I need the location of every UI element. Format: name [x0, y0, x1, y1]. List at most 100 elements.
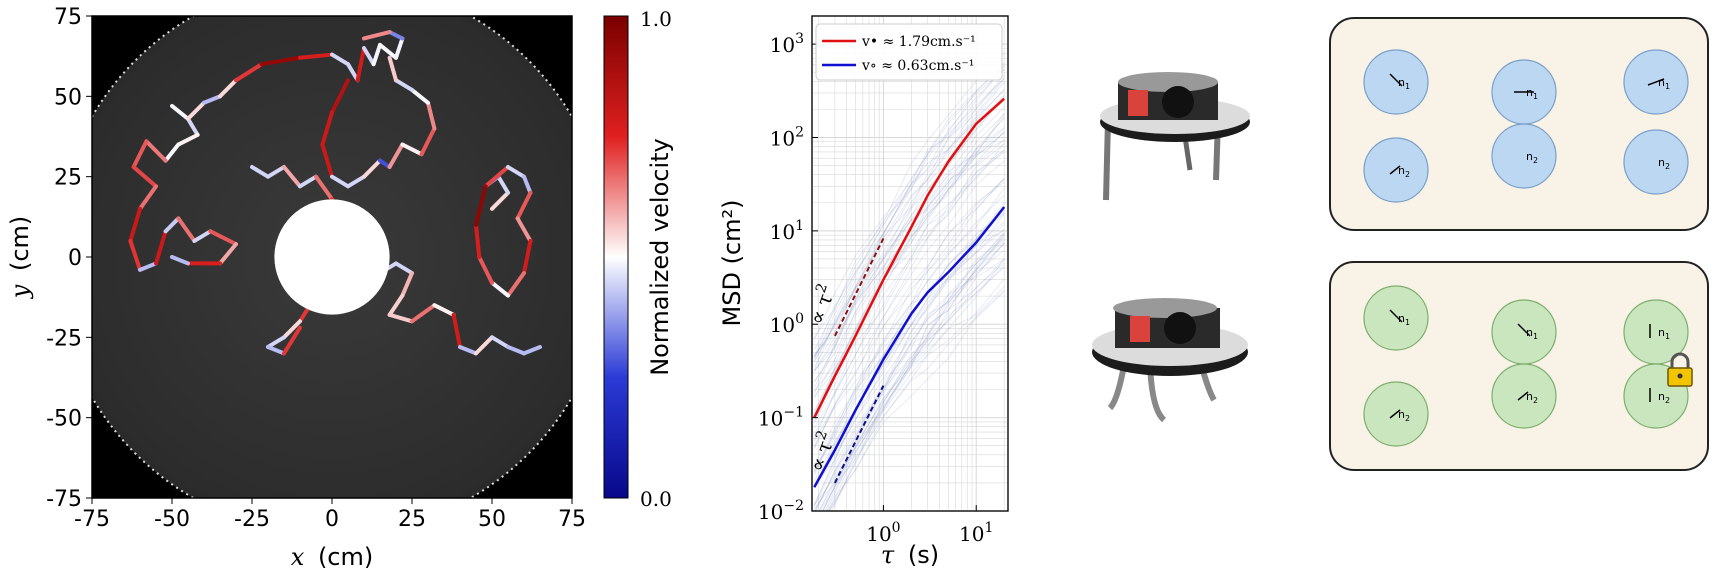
- individual-msd-curve: [813, 68, 1005, 362]
- trajectory-segment: [400, 142, 424, 157]
- trajectory-segment: [394, 261, 414, 276]
- slope-guide-line: [833, 385, 885, 484]
- trajectory-panel: -75 -50 -25 0 25 50 75 75 50 25 0 -25 -50 -75 x (cm)…: [6, 5, 674, 571]
- y-tick-label: 101: [770, 218, 804, 244]
- y-tick-label: 103: [770, 31, 804, 57]
- individual-msd-curve: [819, 262, 1005, 511]
- trajectory-segment: [320, 110, 334, 147]
- trajectory-segment: [320, 142, 334, 179]
- trajectory-segment: [400, 271, 414, 298]
- trajectory-segment: [419, 126, 437, 157]
- y-tick-label: 102: [770, 124, 804, 150]
- padlock-icon: [1667, 352, 1693, 387]
- individual-msd-curve: [813, 213, 1005, 474]
- trajectory-segment: [346, 174, 366, 189]
- robot-photos: [1092, 72, 1250, 423]
- individual-msd-curve: [813, 99, 1005, 395]
- individual-msd-curve: [828, 258, 1005, 511]
- individual-msd-curve: [815, 229, 1005, 511]
- trajectory-segment: [522, 238, 533, 276]
- x-ticks: 100 101: [866, 505, 993, 546]
- y-tick-label: -75: [46, 487, 82, 512]
- trajectory-segment: [515, 216, 533, 243]
- disc-label: n1: [1398, 76, 1410, 91]
- individual-msd-curve: [813, 113, 1005, 372]
- msd-individual-curves: [813, 53, 1005, 511]
- blue-disc: [1623, 129, 1689, 195]
- individual-msd-curve: [813, 194, 1005, 472]
- individual-msd-curve: [813, 151, 1005, 440]
- individual-msd-curve: [813, 149, 1005, 429]
- trajectory-segment: [144, 139, 168, 163]
- trajectory-segment: [458, 344, 478, 356]
- individual-msd-curve: [813, 130, 1005, 356]
- disc-label: n2: [1398, 408, 1410, 423]
- individual-msd-curve: [813, 228, 1005, 489]
- trajectory-segment: [522, 174, 533, 195]
- trajectory-segment: [371, 42, 382, 67]
- y-tick-label: -50: [46, 407, 82, 432]
- individual-msd-curve: [813, 95, 1005, 382]
- trajectory-segment: [131, 139, 149, 170]
- trajectory-segment: [186, 100, 206, 121]
- trajectory-segment: [496, 174, 510, 195]
- trajectory-segment: [522, 344, 542, 356]
- trajectory-segment: [506, 271, 526, 298]
- individual-msd-curve: [818, 231, 1005, 511]
- msd-x-axis-label: τ (s): [881, 541, 939, 569]
- individual-msd-curve: [813, 88, 1005, 389]
- trajectory-segment: [208, 229, 238, 247]
- individual-msd-curve: [813, 65, 1005, 360]
- individual-msd-curve: [814, 236, 1005, 511]
- disc-label: n2: [1658, 156, 1670, 171]
- msd-y-axis-label: MSD (cm²): [718, 200, 746, 327]
- trajectory-segment: [128, 206, 142, 243]
- x-tick-label: 25: [398, 507, 426, 532]
- trajectory-segment: [298, 52, 334, 60]
- slope-guide-line: [833, 237, 885, 337]
- legend-label-fast: v• ≈ 1.79cm.s⁻¹: [861, 34, 976, 50]
- trajectory-segment: [378, 42, 398, 60]
- trajectory-segment: [234, 62, 264, 83]
- individual-msd-curve: [829, 258, 1005, 511]
- x-tick-label: -75: [74, 507, 110, 532]
- individual-msd-curve: [818, 267, 1005, 511]
- x-tick-label: -50: [154, 507, 190, 532]
- trajectory-segment: [176, 132, 200, 147]
- trajectory-segment: [387, 142, 405, 170]
- individual-msd-curve: [813, 132, 1005, 424]
- x-tick-label: 100: [866, 520, 900, 546]
- individual-msd-curve: [813, 53, 1005, 351]
- legend: v• ≈ 1.79cm.s⁻¹ v∘ ≈ 0.63cm.s⁻¹: [815, 23, 1003, 81]
- trajectory-segment: [387, 293, 405, 317]
- robot-photo-bottom: [1092, 298, 1248, 423]
- individual-msd-curve: [828, 289, 1005, 511]
- disc-label: n1: [1398, 312, 1410, 327]
- trajectory-segment: [282, 165, 302, 189]
- individual-msd-curve: [813, 187, 1005, 472]
- colorbar-min-label: 0.0: [640, 487, 672, 511]
- individual-msd-curve: [813, 74, 1005, 367]
- individual-msd-curve: [825, 243, 1005, 511]
- disc-label: n1: [1526, 326, 1538, 341]
- heading-line: [1647, 78, 1665, 86]
- trajectory-segment: [128, 238, 142, 272]
- individual-msd-curve: [824, 250, 1005, 511]
- trajectory-segment: [362, 46, 376, 67]
- y-tick-label: -25: [46, 326, 82, 351]
- individual-msd-curve: [813, 178, 1005, 467]
- individual-msd-curve: [813, 160, 1005, 450]
- individual-msd-curve: [821, 240, 1005, 511]
- trajectory-segment: [330, 52, 350, 67]
- colorbar-label: Normalized velocity: [646, 138, 674, 376]
- legend-label-slow: v∘ ≈ 0.63cm.s⁻¹: [861, 58, 974, 74]
- robot-photo-top: [1100, 72, 1250, 201]
- y-tick-label: 75: [54, 5, 82, 30]
- individual-msd-curve: [813, 265, 1005, 507]
- trajectory-segment: [477, 255, 494, 285]
- heading-line: [1517, 323, 1531, 337]
- trajectory-segment: [362, 30, 392, 41]
- trajectory-segment: [355, 46, 366, 83]
- trajectory-segment: [474, 184, 488, 227]
- individual-msd-curve: [813, 89, 1005, 372]
